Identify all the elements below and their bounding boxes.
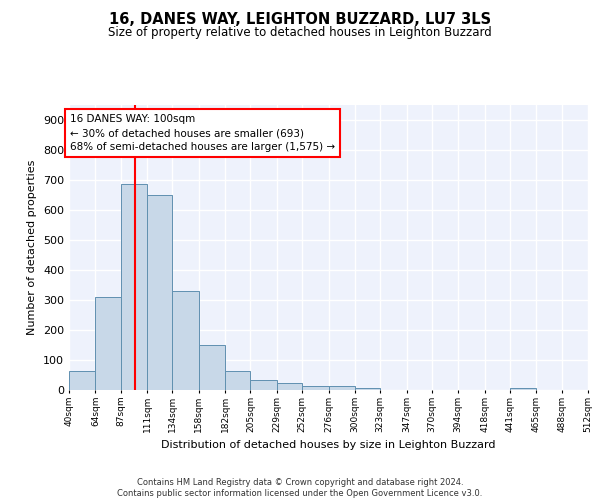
Bar: [147, 195, 172, 390]
Text: 16, DANES WAY, LEIGHTON BUZZARD, LU7 3LS: 16, DANES WAY, LEIGHTON BUZZARD, LU7 3LS: [109, 12, 491, 28]
Bar: [510, 388, 536, 390]
Bar: [121, 184, 147, 390]
X-axis label: Distribution of detached houses by size in Leighton Buzzard: Distribution of detached houses by size …: [161, 440, 496, 450]
Bar: [277, 384, 302, 390]
Text: Size of property relative to detached houses in Leighton Buzzard: Size of property relative to detached ho…: [108, 26, 492, 39]
Bar: [302, 386, 329, 390]
Text: 16 DANES WAY: 100sqm
← 30% of detached houses are smaller (693)
68% of semi-deta: 16 DANES WAY: 100sqm ← 30% of detached h…: [70, 114, 335, 152]
Bar: [199, 345, 225, 390]
Bar: [172, 291, 199, 390]
Bar: [355, 388, 380, 390]
Bar: [225, 372, 250, 390]
Y-axis label: Number of detached properties: Number of detached properties: [28, 160, 37, 335]
Bar: [69, 372, 95, 390]
Text: Contains HM Land Registry data © Crown copyright and database right 2024.
Contai: Contains HM Land Registry data © Crown c…: [118, 478, 482, 498]
Bar: [250, 380, 277, 390]
Bar: [95, 296, 121, 390]
Bar: [329, 386, 355, 390]
